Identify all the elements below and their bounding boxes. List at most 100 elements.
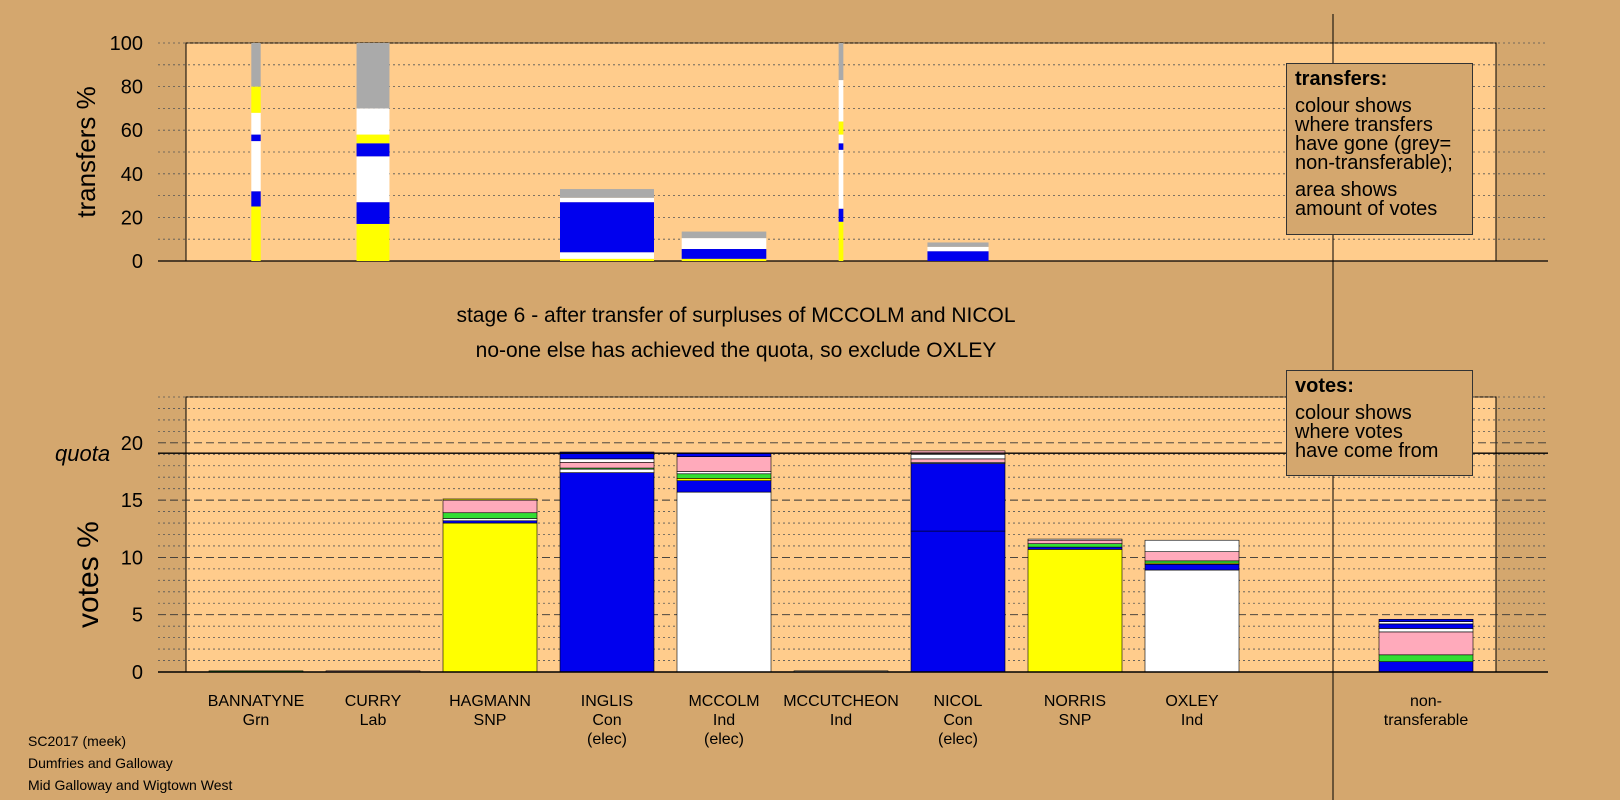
- votes-tick-label: 0: [132, 662, 143, 684]
- stage-subtitle: no-one else has achieved the quota, so e…: [476, 339, 997, 362]
- transfer-segment-snp: [838, 121, 844, 135]
- vote-segment-ind: [559, 458, 655, 463]
- quota-label: quota: [55, 441, 110, 466]
- transfer-segment-nontransferable: [356, 43, 390, 109]
- candidate-party-label: Lab: [360, 712, 387, 729]
- candidate-party-label: Ind: [830, 712, 852, 729]
- vote-segment-lab: [1378, 631, 1474, 656]
- vote-segment-con: [442, 520, 538, 524]
- transfer-segment-con: [838, 208, 844, 222]
- candidate-party-label: Ind: [713, 712, 735, 729]
- transfer-segment-nontransferable: [927, 242, 989, 247]
- transfer-segment-ind: [838, 149, 844, 209]
- transfer-segment-ind: [681, 238, 767, 250]
- transfer-segment-ind: [251, 112, 261, 135]
- transfer-segment-con: [251, 191, 261, 207]
- votes-axis-label: votes %: [72, 521, 105, 628]
- candidate-name-label: HAGMANN: [449, 693, 531, 710]
- transfer-segment-snp: [838, 221, 844, 261]
- vote-segment-ind: [676, 491, 772, 673]
- vote-segment-con: [1378, 623, 1474, 629]
- transfer-segment-con: [681, 249, 767, 259]
- vote-segment-ind: [559, 468, 655, 473]
- transfers-tick-label: 20: [121, 207, 143, 229]
- votes-legend-line: have come from: [1295, 440, 1439, 462]
- transfer-segment-ind: [356, 108, 390, 135]
- vote-segment-lab: [442, 499, 538, 514]
- vote-segment-lab: [910, 458, 1006, 463]
- transfer-segment-con: [560, 202, 654, 253]
- transfer-segment-con: [838, 143, 844, 150]
- transfer-segment-snp: [251, 86, 261, 113]
- votes-legend-line: where votes: [1295, 421, 1403, 443]
- nontransferable-label: transferable: [1384, 712, 1469, 729]
- vote-segment-ind: [676, 471, 772, 475]
- votes-tick-label: 5: [132, 605, 143, 627]
- vote-segment-con: [1378, 618, 1474, 622]
- vote-segment-con: [559, 451, 655, 460]
- transfers-tick-label: 80: [121, 77, 143, 99]
- transfers-legend-title: transfers:: [1295, 68, 1388, 90]
- vote-segment-grn: [676, 473, 772, 479]
- transfer-segment-ind: [838, 80, 844, 122]
- votes-legend: votes: colour shows where votes have com…: [1286, 370, 1473, 476]
- candidate-status-label: (elec): [587, 731, 627, 748]
- transfer-segment-snp: [356, 134, 390, 144]
- vote-segment-grn: [442, 512, 538, 519]
- transfer-segment-snp: [560, 258, 654, 261]
- vote-segment-snp: [442, 522, 538, 673]
- vote-segment-con: [910, 530, 1006, 673]
- vote-segment-con: [1144, 563, 1240, 571]
- vote-segment-snp: [676, 478, 772, 481]
- transfer-segment-snp: [356, 223, 390, 261]
- transfers-legend-line: have gone (grey=: [1295, 133, 1452, 155]
- vote-segment-grn: [1378, 654, 1474, 662]
- vote-segment-con: [1027, 546, 1123, 550]
- vote-segment-ind: [1027, 538, 1123, 541]
- vote-segment-lab: [1027, 539, 1123, 544]
- transfer-segment-nontransferable: [251, 43, 261, 87]
- nontransferable-label: non-: [1410, 693, 1442, 710]
- votes-tick-label: 10: [121, 547, 143, 569]
- transfers-axis-label: transfers %: [71, 86, 101, 218]
- transfer-segment-snp: [681, 258, 767, 261]
- transfer-segment-ind: [356, 156, 390, 203]
- vote-segment-ind: [1378, 621, 1474, 625]
- vote-segment-con: [559, 472, 655, 673]
- vote-segment-grn: [1144, 560, 1240, 564]
- candidate-name-label: NICOL: [934, 693, 983, 710]
- candidate-name-label: MCCUTCHEON: [783, 693, 899, 710]
- transfer-segment-nontransferable: [681, 231, 767, 239]
- candidate-party-label: Grn: [243, 712, 270, 729]
- transfer-segment-ind: [251, 141, 261, 192]
- transfers-legend-line: colour shows: [1295, 95, 1412, 117]
- transfer-segment-con: [927, 251, 989, 261]
- vote-segment-con: [1378, 661, 1474, 673]
- vote-segment-ind: [1378, 628, 1474, 633]
- transfer-segment-nontransferable: [838, 43, 844, 81]
- candidate-party-label: Con: [943, 712, 972, 729]
- candidate-name-label: BANNATYNE: [208, 693, 305, 710]
- votes-tick-label: 20: [121, 433, 143, 455]
- votes-tick-label: 15: [121, 490, 143, 512]
- vote-segment-ind: [442, 518, 538, 522]
- transfers-legend-line: area shows: [1295, 179, 1398, 201]
- candidate-name-label: INGLIS: [581, 693, 633, 710]
- candidate-name-label: CURRY: [345, 693, 402, 710]
- transfers-tick-label: 100: [110, 33, 143, 55]
- footer-election: SC2017 (meek): [28, 733, 127, 749]
- transfers-legend-line: amount of votes: [1295, 198, 1438, 220]
- transfers-tick-label: 40: [121, 164, 143, 186]
- vote-segment-con: [676, 480, 772, 493]
- candidate-status-label: (elec): [704, 731, 744, 748]
- transfer-segment-con: [356, 143, 390, 157]
- candidate-party-label: Con: [592, 712, 621, 729]
- vote-segment-ind: [1144, 539, 1240, 552]
- transfer-segment-snp: [251, 206, 261, 261]
- candidate-party-label: SNP: [474, 712, 507, 729]
- transfers-legend: transfers: colour shows where transfers …: [1286, 63, 1473, 235]
- vote-segment-lab: [559, 462, 655, 469]
- candidate-name-label: MCCOLM: [688, 693, 759, 710]
- footer-ward: Mid Galloway and Wigtown West: [28, 777, 233, 793]
